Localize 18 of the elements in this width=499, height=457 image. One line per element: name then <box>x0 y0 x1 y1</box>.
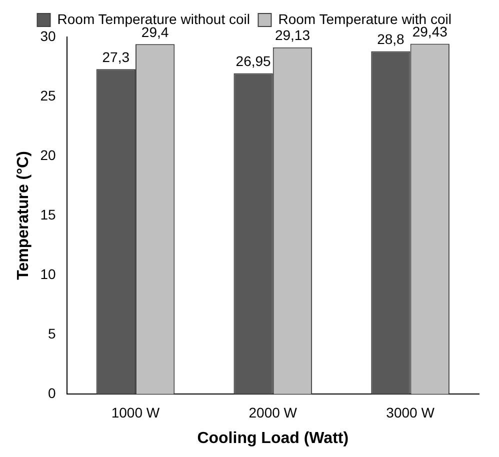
x-tick-label: 3000 W <box>386 404 436 420</box>
legend-label: Room Temperature without coil <box>57 10 250 27</box>
y-tick-label: 5 <box>48 325 56 342</box>
x-tick-label: 2000 W <box>248 404 298 420</box>
data-label: 29,13 <box>274 27 310 44</box>
data-label: 29,4 <box>141 24 169 40</box>
y-tick-label: 15 <box>40 206 56 222</box>
y-tick-label: 20 <box>40 146 56 163</box>
y-tick-label: 25 <box>40 87 56 104</box>
y-axis-title: Temperature (°C) <box>15 151 32 280</box>
data-label: 28,8 <box>377 31 405 48</box>
y-tick-label: 10 <box>40 266 56 282</box>
data-label: 27,3 <box>102 48 130 65</box>
y-tick-label: 0 <box>48 384 56 401</box>
data-label: 26,95 <box>236 53 272 70</box>
x-axis-title: Cooling Load (Watt) <box>197 430 349 447</box>
x-tick-label: 1000 W <box>111 404 160 420</box>
y-tick-label: 30 <box>40 28 56 44</box>
